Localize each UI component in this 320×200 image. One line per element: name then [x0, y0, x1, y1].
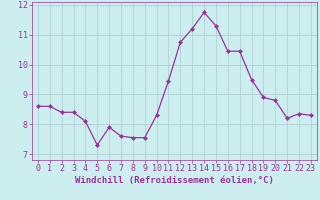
X-axis label: Windchill (Refroidissement éolien,°C): Windchill (Refroidissement éolien,°C): [75, 176, 274, 185]
